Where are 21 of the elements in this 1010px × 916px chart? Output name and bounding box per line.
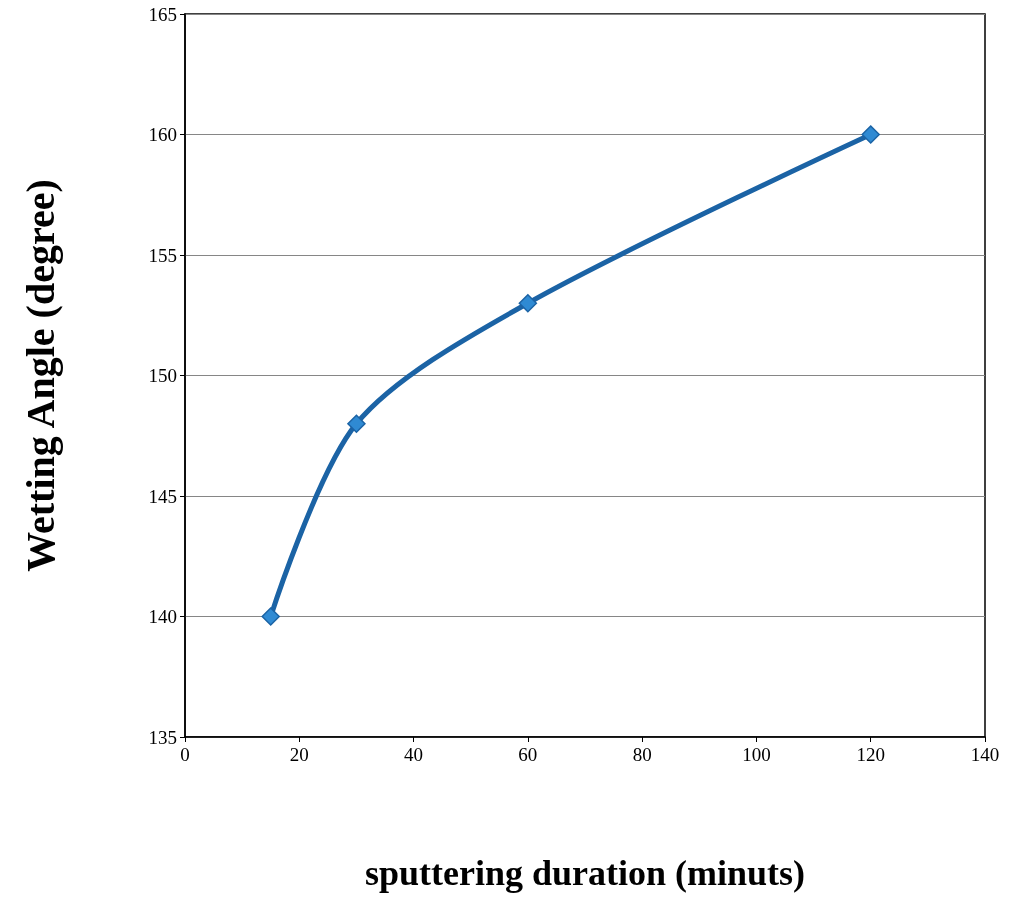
x-axis-title: sputtering duration (minuts) — [364, 853, 806, 893]
x-tick-label: 60 — [518, 744, 538, 765]
x-tick-label: 100 — [742, 744, 771, 765]
y-tick-label: 155 — [148, 244, 177, 266]
x-tick-label: 80 — [632, 744, 652, 765]
point — [518, 293, 538, 313]
x-tick-label: 140 — [970, 744, 1000, 765]
x-tick-label: 120 — [856, 744, 885, 765]
y-tick-label: 140 — [148, 606, 177, 627]
x-tick-label: 40 — [404, 744, 424, 765]
point — [261, 607, 280, 626]
y-tick-label: 145 — [148, 485, 177, 507]
y-tick-label: 160 — [148, 124, 177, 145]
y-tick-label: 135 — [148, 726, 177, 748]
y-axis-title: Wetting Angle (degree) — [17, 179, 63, 572]
point — [347, 414, 366, 433]
x-tick-label: 20 — [289, 744, 309, 765]
y-tick-label: 165 — [148, 3, 177, 25]
x-tick-label: 0 — [180, 744, 190, 765]
point — [861, 125, 880, 144]
y-tick-label: 150 — [148, 365, 177, 386]
